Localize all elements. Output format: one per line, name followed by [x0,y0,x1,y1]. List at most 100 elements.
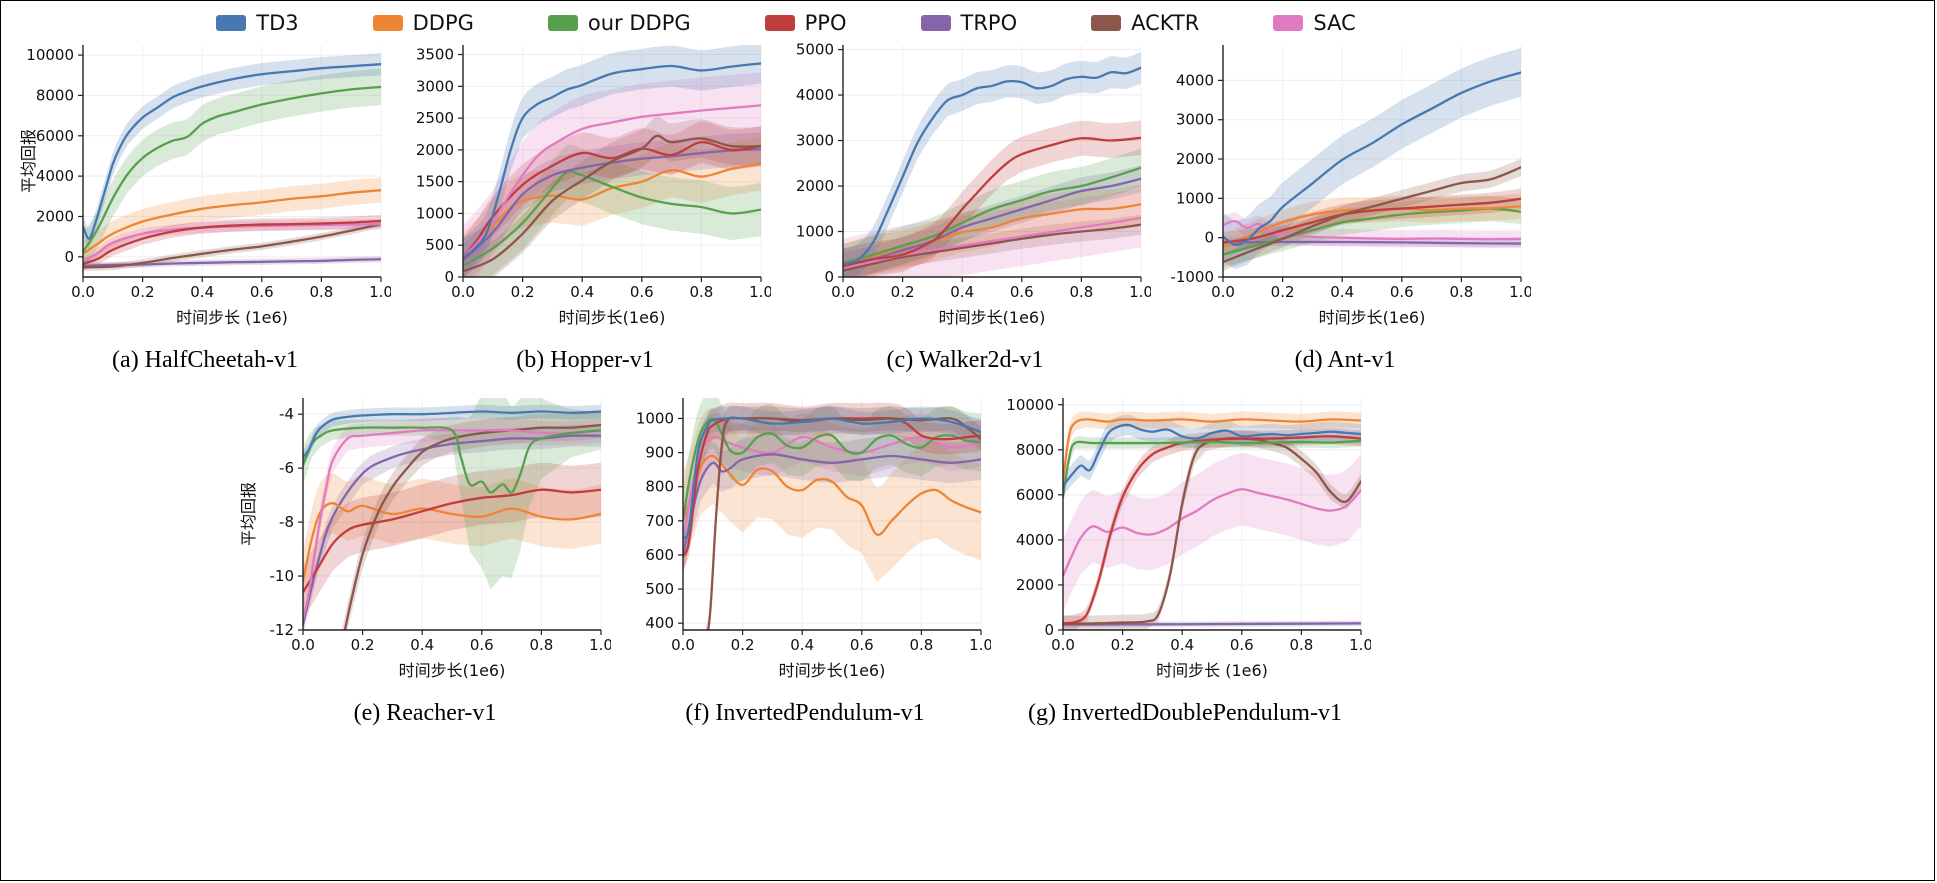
svg-text:4000: 4000 [1016,531,1054,549]
svg-text:3500: 3500 [416,46,454,64]
svg-text:1.0: 1.0 [1349,636,1371,654]
svg-text:0: 0 [64,248,74,266]
plot-canvas-invertedpendulum: 0.0 0.2 0.4 0.6 0.8 1.0 400 500 600 700 800 900 1000… [619,390,993,686]
svg-text:时间步长(1e6): 时间步长(1e6) [779,661,886,680]
svg-text:1000: 1000 [416,204,454,222]
plot-invertedpendulum: 0.0 0.2 0.4 0.6 0.8 1.0 400 500 600 700 800 900 1000… [619,390,993,727]
svg-text:平均回报: 平均回报 [19,129,38,193]
svg-text:0.6: 0.6 [470,636,494,654]
svg-text:8000: 8000 [1016,441,1054,459]
legend-label-ppo: PPO [804,11,847,35]
legend-label-td3: TD3 [256,11,299,35]
our-ddpg-swatch-icon [547,15,578,31]
svg-text:8000: 8000 [36,86,74,104]
legend-label-ddpg: DDPG [412,11,474,35]
svg-text:0.4: 0.4 [950,283,974,301]
plot-hopper: 0.0 0.2 0.4 0.6 0.8 1.0 0 500 1000 1500 2000 2500 30… [399,37,773,374]
svg-text:3000: 3000 [1176,111,1214,129]
svg-text:400: 400 [645,614,674,632]
legend-label-trpo: TRPO [960,11,1018,35]
svg-text:0.4: 0.4 [790,636,814,654]
svg-text:时间步长(1e6): 时间步长(1e6) [1319,308,1426,327]
svg-text:700: 700 [645,512,674,530]
plot-canvas-reacher: 0.0 0.2 0.4 0.6 0.8 1.0 -12 -10 -8 -6 -4 时间步长(1e6) 平… [239,390,613,686]
svg-text:0.8: 0.8 [529,636,553,654]
legend-item-trpo: TRPO [920,11,1018,35]
svg-text:1000: 1000 [636,409,674,427]
svg-text:0: 0 [444,268,454,286]
legend-label-sac: SAC [1313,11,1356,35]
svg-text:0.2: 0.2 [351,636,375,654]
svg-text:2000: 2000 [1016,576,1054,594]
td3-swatch-icon [216,15,247,31]
svg-text:0.6: 0.6 [1010,283,1034,301]
svg-text:6000: 6000 [1016,486,1054,504]
svg-text:2500: 2500 [416,109,454,127]
svg-text:0: 0 [1204,229,1214,247]
svg-text:0.4: 0.4 [570,283,594,301]
svg-text:1.0: 1.0 [1129,283,1151,301]
svg-text:0.6: 0.6 [1230,636,1254,654]
plot-canvas-walker2d: 0.0 0.2 0.4 0.6 0.8 1.0 0 1000 2000 3000 4000 5000 时… [779,37,1153,333]
svg-text:0.6: 0.6 [850,636,874,654]
svg-text:平均回报: 平均回报 [239,482,258,546]
svg-text:0.8: 0.8 [909,636,933,654]
svg-text:0.4: 0.4 [1170,636,1194,654]
svg-text:1.0: 1.0 [1509,283,1531,301]
legend-item-sac: SAC [1273,11,1356,35]
svg-text:0.0: 0.0 [1211,283,1235,301]
svg-text:0.6: 0.6 [1390,283,1414,301]
trpo-swatch-icon [920,15,951,31]
legend: TD3 DDPG our DDPG PPO TRPO ACKTR SAC [1,1,1571,35]
svg-text:0.2: 0.2 [891,283,915,301]
svg-text:0.6: 0.6 [630,283,654,301]
legend-item-our-ddpg: our DDPG [547,11,691,35]
svg-text:-12: -12 [270,621,295,639]
svg-text:-6: -6 [279,459,294,477]
sac-swatch-icon [1273,15,1304,31]
svg-text:0.2: 0.2 [131,283,155,301]
svg-text:0.8: 0.8 [1069,283,1093,301]
plot-reacher: 0.0 0.2 0.4 0.6 0.8 1.0 -12 -10 -8 -6 -4 时间步长(1e6) 平… [239,390,613,727]
svg-text:600: 600 [645,546,674,564]
svg-text:10000: 10000 [1006,396,1054,414]
svg-text:0.8: 0.8 [1289,636,1313,654]
plot-halfcheetah: 0.0 0.2 0.4 0.6 0.8 1.0 0 2000 4000 6000 8000 10000… [19,37,393,374]
svg-text:4000: 4000 [796,86,834,104]
svg-text:0.8: 0.8 [309,283,333,301]
svg-text:0: 0 [824,268,834,286]
svg-text:2000: 2000 [416,141,454,159]
svg-text:900: 900 [645,444,674,462]
svg-text:0.4: 0.4 [410,636,434,654]
svg-text:800: 800 [645,478,674,496]
legend-label-our-ddpg: our DDPG [587,11,691,35]
charts-row-2: 0.0 0.2 0.4 0.6 0.8 1.0 -12 -10 -8 -6 -4 时间步长(1e6) 平… [239,390,1934,727]
ppo-swatch-icon [764,15,795,31]
svg-text:-10: -10 [270,567,295,585]
svg-text:4000: 4000 [1176,71,1214,89]
svg-text:5000: 5000 [796,41,834,59]
caption-inverteddoublependulum: (g) InvertedDoublePendulum-v1 [1028,700,1342,726]
svg-text:2000: 2000 [1176,150,1214,168]
plot-walker2d: 0.0 0.2 0.4 0.6 0.8 1.0 0 1000 2000 3000 4000 5000 时… [779,37,1153,374]
legend-item-ppo: PPO [764,11,847,35]
svg-text:时间步长 (1e6): 时间步长 (1e6) [176,308,288,327]
svg-text:3000: 3000 [796,132,834,150]
svg-text:0.2: 0.2 [731,636,755,654]
svg-text:-8: -8 [279,513,294,531]
svg-text:0.4: 0.4 [190,283,214,301]
svg-text:时间步长(1e6): 时间步长(1e6) [399,661,506,680]
svg-text:0.0: 0.0 [671,636,695,654]
svg-text:1.0: 1.0 [369,283,391,301]
svg-text:0.0: 0.0 [1051,636,1075,654]
svg-text:0.2: 0.2 [1271,283,1295,301]
svg-text:1.0: 1.0 [749,283,771,301]
svg-text:2000: 2000 [36,207,74,225]
svg-text:1000: 1000 [796,223,834,241]
svg-text:1500: 1500 [416,173,454,191]
svg-text:0.0: 0.0 [291,636,315,654]
caption-reacher: (e) Reacher-v1 [353,700,497,726]
caption-ant: (d) Ant-v1 [1294,347,1396,373]
svg-text:1.0: 1.0 [589,636,611,654]
